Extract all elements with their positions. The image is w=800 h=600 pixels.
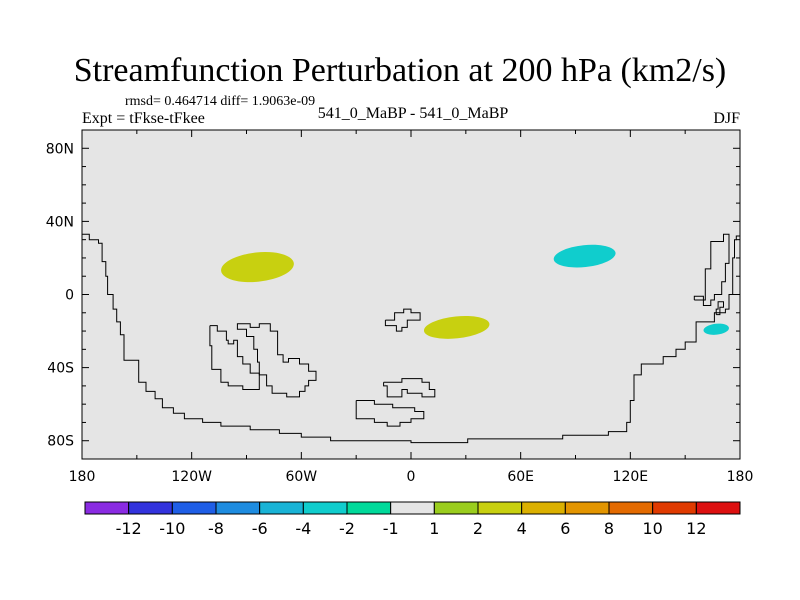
colorbar-label: 2 (473, 519, 483, 538)
colorbar-box (608, 501, 654, 515)
colorbar-label: 12 (686, 519, 706, 538)
colorbar-box (390, 501, 435, 515)
colorbar-box (302, 501, 348, 515)
anomaly-positive-africa (423, 315, 490, 339)
colorbar-box (215, 501, 261, 515)
colorbar-label: -10 (159, 519, 185, 538)
colorbar-box (128, 501, 173, 515)
colorbar-box (564, 501, 610, 515)
coastline-1 (236, 323, 317, 398)
coastline-4 (355, 400, 425, 427)
y-tick-label: 40S (47, 361, 74, 377)
colorbar-box (521, 501, 566, 515)
colorbar-box (346, 501, 392, 515)
coastline-3 (383, 378, 436, 398)
colorbar-label: 10 (642, 519, 662, 538)
colorbar-label: -1 (383, 519, 399, 538)
colorbar-label: -12 (116, 519, 142, 538)
plot-background (82, 130, 740, 459)
chart-title: Streamfunction Perturbation at 200 hPa (… (73, 52, 727, 89)
coastline-2 (209, 325, 260, 390)
colorbar-box (652, 501, 697, 515)
colorbar-box (259, 501, 304, 515)
x-tick-label: 120E (613, 469, 649, 485)
coastline-5 (384, 308, 421, 332)
x-tick-label: 120W (171, 469, 212, 485)
y-tick-label: 40N (46, 214, 74, 230)
coastline-7 (715, 301, 724, 316)
comparison-label: 541_0_MaBP - 541_0_MaBP (317, 105, 509, 122)
x-tick-label: 60W (285, 469, 317, 485)
anomaly-negative-pacific (703, 323, 729, 335)
y-tick-label: 0 (65, 288, 74, 304)
coastline-0 (82, 233, 740, 444)
colorbar-box (84, 501, 130, 515)
colorbar-label: -8 (208, 519, 224, 538)
x-tick-label: 180 (69, 469, 96, 485)
season-label: DJF (713, 110, 740, 127)
y-tick-label: 80S (47, 434, 74, 450)
x-tick-label: 60E (507, 469, 534, 485)
stats-text: rmsd= 0.464714 diff= 1.9063e-09 (125, 94, 316, 109)
colorbar-label: 4 (517, 519, 527, 538)
x-tick-label: 180 (727, 469, 754, 485)
colorbar-label: 1 (429, 519, 439, 538)
colorbar-box (695, 501, 741, 515)
colorbar-box (477, 501, 523, 515)
colorbar-label: 6 (560, 519, 570, 538)
coastline-6 (693, 233, 730, 306)
anomaly-positive-pacific (221, 252, 294, 283)
colorbar-box (171, 501, 217, 515)
colorbar-label: -2 (339, 519, 355, 538)
x-tick-label: 0 (407, 469, 416, 485)
colorbar-label: -4 (295, 519, 311, 538)
colorbar-label: 8 (604, 519, 614, 538)
colorbar-label: -6 (252, 519, 268, 538)
y-tick-label: 80N (46, 141, 74, 157)
anomaly-negative-asia (553, 244, 616, 268)
colorbar-box (433, 501, 479, 515)
experiment-label: Expt = tFkse-tFkee (82, 110, 205, 127)
